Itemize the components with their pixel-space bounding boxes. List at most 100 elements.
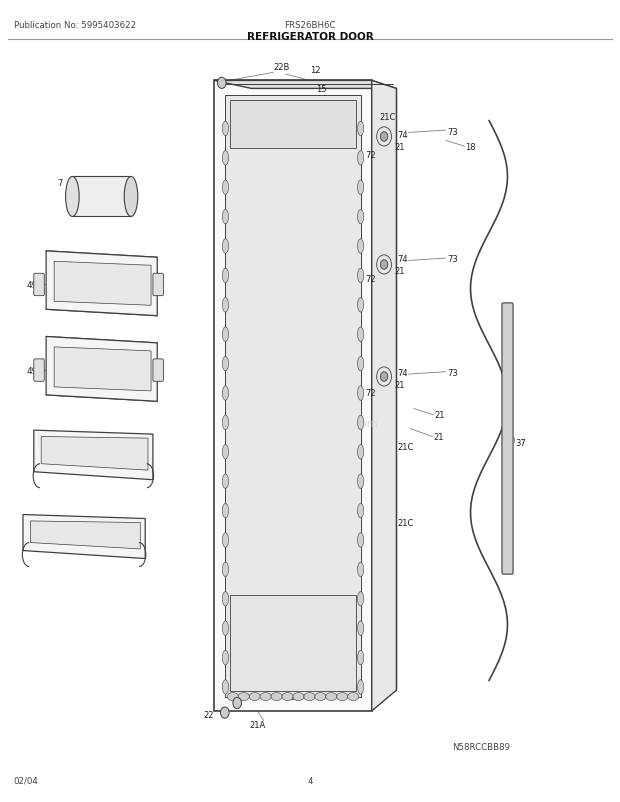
Ellipse shape xyxy=(358,592,364,606)
Ellipse shape xyxy=(223,533,229,548)
Polygon shape xyxy=(34,431,153,480)
Text: 73: 73 xyxy=(447,128,458,137)
Polygon shape xyxy=(215,81,396,89)
Ellipse shape xyxy=(358,533,364,548)
Ellipse shape xyxy=(223,504,229,518)
Ellipse shape xyxy=(358,445,364,460)
Ellipse shape xyxy=(223,152,229,166)
Ellipse shape xyxy=(358,504,364,518)
Ellipse shape xyxy=(223,210,229,225)
Text: 21: 21 xyxy=(394,142,404,152)
Ellipse shape xyxy=(223,650,229,665)
FancyBboxPatch shape xyxy=(34,274,44,296)
Polygon shape xyxy=(230,595,356,691)
Ellipse shape xyxy=(223,592,229,606)
Text: 21A: 21A xyxy=(249,720,265,729)
Text: eReplacementParts.com: eReplacementParts.com xyxy=(242,419,378,428)
Text: 22: 22 xyxy=(203,710,214,719)
Ellipse shape xyxy=(223,622,229,636)
Polygon shape xyxy=(46,252,157,316)
Ellipse shape xyxy=(358,680,364,695)
FancyBboxPatch shape xyxy=(153,274,164,296)
Text: 72: 72 xyxy=(365,150,376,160)
Polygon shape xyxy=(23,515,145,559)
Text: 15: 15 xyxy=(316,85,327,94)
Text: FRS26BH6C: FRS26BH6C xyxy=(284,22,336,30)
Ellipse shape xyxy=(358,327,364,342)
Circle shape xyxy=(221,707,229,719)
Polygon shape xyxy=(73,177,131,217)
Text: 72: 72 xyxy=(365,388,376,398)
Text: 37: 37 xyxy=(515,438,526,447)
Ellipse shape xyxy=(358,562,364,577)
Ellipse shape xyxy=(66,177,79,217)
Ellipse shape xyxy=(337,693,348,701)
Text: 22B: 22B xyxy=(273,63,290,71)
Ellipse shape xyxy=(249,693,260,701)
Text: 12: 12 xyxy=(310,66,321,75)
Text: 74: 74 xyxy=(397,255,408,264)
Text: 2: 2 xyxy=(286,113,292,122)
Ellipse shape xyxy=(223,562,229,577)
Circle shape xyxy=(380,261,388,270)
Ellipse shape xyxy=(358,152,364,166)
Ellipse shape xyxy=(124,177,138,217)
FancyBboxPatch shape xyxy=(502,303,513,574)
Ellipse shape xyxy=(358,240,364,254)
Ellipse shape xyxy=(358,357,364,371)
Ellipse shape xyxy=(223,240,229,254)
Text: 4: 4 xyxy=(308,776,312,784)
Text: 21C: 21C xyxy=(397,518,414,527)
Ellipse shape xyxy=(223,387,229,401)
Ellipse shape xyxy=(358,122,364,136)
Ellipse shape xyxy=(358,650,364,665)
Text: 21: 21 xyxy=(394,380,404,390)
Ellipse shape xyxy=(358,269,364,283)
Ellipse shape xyxy=(238,693,249,701)
Text: 73: 73 xyxy=(447,255,458,264)
Text: 72: 72 xyxy=(365,275,376,284)
Ellipse shape xyxy=(223,180,229,195)
Ellipse shape xyxy=(282,693,293,701)
Ellipse shape xyxy=(223,269,229,283)
Ellipse shape xyxy=(271,693,282,701)
Polygon shape xyxy=(230,101,356,149)
Circle shape xyxy=(380,372,388,382)
Ellipse shape xyxy=(326,693,337,701)
Ellipse shape xyxy=(223,475,229,488)
Text: 7: 7 xyxy=(58,178,63,188)
Text: 21: 21 xyxy=(435,411,445,420)
Text: 21: 21 xyxy=(433,432,444,441)
Text: 02/04: 02/04 xyxy=(14,776,38,784)
Polygon shape xyxy=(41,437,148,471)
Ellipse shape xyxy=(223,298,229,313)
Polygon shape xyxy=(251,89,396,691)
Text: 18: 18 xyxy=(466,142,476,152)
Text: 74: 74 xyxy=(397,132,408,140)
Ellipse shape xyxy=(358,180,364,195)
Polygon shape xyxy=(46,337,157,402)
Ellipse shape xyxy=(358,622,364,636)
Polygon shape xyxy=(215,81,372,711)
Ellipse shape xyxy=(223,122,229,136)
Text: Publication No: 5995403622: Publication No: 5995403622 xyxy=(14,22,136,30)
Polygon shape xyxy=(54,262,151,306)
Text: 4: 4 xyxy=(33,533,38,541)
FancyBboxPatch shape xyxy=(153,359,164,382)
Text: 73: 73 xyxy=(447,369,458,378)
Ellipse shape xyxy=(293,693,304,701)
Circle shape xyxy=(380,132,388,142)
Text: 49: 49 xyxy=(27,281,38,290)
Ellipse shape xyxy=(358,415,364,430)
Ellipse shape xyxy=(348,693,359,701)
Ellipse shape xyxy=(358,210,364,225)
Ellipse shape xyxy=(260,693,271,701)
Text: N58RCCBB89: N58RCCBB89 xyxy=(452,742,510,751)
Text: 21C: 21C xyxy=(397,442,414,451)
Circle shape xyxy=(233,698,241,709)
FancyBboxPatch shape xyxy=(34,359,44,382)
Text: 21: 21 xyxy=(394,267,404,276)
Ellipse shape xyxy=(304,693,315,701)
Ellipse shape xyxy=(223,327,229,342)
Text: 13: 13 xyxy=(285,692,296,701)
